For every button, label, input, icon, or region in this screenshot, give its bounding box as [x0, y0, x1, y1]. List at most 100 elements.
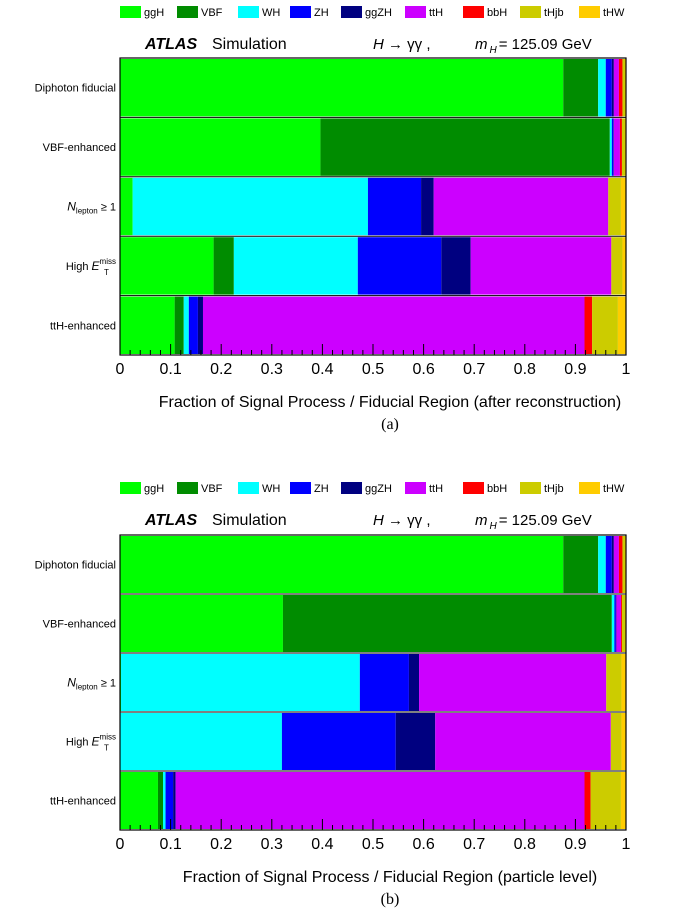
bar-row — [120, 118, 626, 176]
bar-segment-thw — [621, 654, 626, 711]
bar-segment-thjb — [590, 772, 621, 829]
legend-swatch-wh — [238, 482, 259, 494]
bar-segment-zh — [605, 59, 612, 117]
bar-segment-thjb — [608, 177, 621, 236]
bar-segment-ggh — [120, 118, 321, 176]
bar-segment-thjb — [622, 59, 625, 117]
bar-segment-wh — [183, 296, 189, 354]
legend: ggH VBF WH ZH ggZH ttH bbH tHjb tHW — [120, 482, 625, 495]
bar-segment-ggh — [120, 772, 158, 829]
x-tick-label: 1 — [622, 836, 631, 853]
bar-segment-wh — [598, 59, 606, 117]
legend-label-vbf: VBF — [201, 7, 223, 19]
legend-label-tth: ttH — [429, 483, 443, 495]
category-label: High Emiss T — [66, 257, 116, 277]
legend-label-bbh: bbH — [487, 483, 507, 495]
bar-segment-vbf — [563, 59, 599, 117]
atlas-label: ATLAS — [144, 512, 197, 529]
legend-label-wh: WH — [262, 483, 280, 495]
category-label: Diphoton fiducial — [35, 83, 116, 95]
bar-segment-ggzh — [173, 772, 176, 829]
legend-swatch-ggh — [120, 6, 141, 18]
x-tick-label: 0 — [116, 836, 125, 853]
legend-label-thjb: tHjb — [544, 483, 564, 495]
x-tick-label: 0.8 — [514, 361, 536, 378]
bar-segment-thw — [622, 237, 626, 295]
bar-segment-tth — [433, 177, 609, 236]
bar-row — [120, 595, 626, 652]
bar-segment-bbh — [619, 118, 622, 176]
bar-segment-vbf — [282, 595, 612, 652]
chart-panel-b: ggH VBF WH ZH ggZH ttH bbH tHjb tHW ATLAS Simulati… — [35, 482, 631, 908]
bar-segment-wh — [598, 536, 606, 593]
bar-segment-thw — [621, 713, 626, 770]
legend-swatch-thjb — [520, 6, 541, 18]
category-label: Nlepton ≥ 1 — [67, 200, 116, 216]
bar-segment-ggh — [120, 237, 214, 295]
bar-segment-vbf — [320, 118, 610, 176]
bar-row — [120, 237, 626, 295]
x-tick-label: 0.5 — [362, 361, 384, 378]
legend-swatch-bbh — [463, 6, 484, 18]
x-tick-label: 0.9 — [564, 361, 586, 378]
bar-segment-zh — [367, 177, 422, 236]
x-tick-label: 0.1 — [159, 836, 181, 853]
x-tick-label: 0.3 — [261, 836, 283, 853]
bar-segment-thjb — [611, 237, 623, 295]
legend-swatch-vbf — [177, 6, 198, 18]
header: ATLAS Simulation H → γγ , m H = 125.09 GeV — [144, 36, 592, 56]
bar-segment-thjb — [622, 536, 625, 593]
simulation-label: Simulation — [212, 36, 287, 53]
bar-segment-wh — [132, 177, 368, 236]
bar-segment-tth — [435, 713, 611, 770]
legend-swatch-vbf — [177, 482, 198, 494]
category-label: ttH-enhanced — [50, 320, 116, 332]
bar-segment-zh — [281, 713, 396, 770]
bar-segment-zh — [188, 296, 198, 354]
bar-segment-bbh — [618, 59, 623, 117]
bar-segment-zh — [614, 595, 616, 652]
bar-segment-tth — [613, 536, 619, 593]
bar-segment-vbf — [563, 536, 599, 593]
bar-segment-ggh — [120, 59, 564, 117]
legend-label-ggzh: ggZH — [365, 7, 392, 19]
category-label: VBF-enhanced — [43, 142, 116, 154]
mass-label: m H = 125.09 GeV — [475, 512, 592, 532]
category-label: Nlepton ≥ 1 — [67, 676, 116, 692]
bar-segment-vbf — [213, 237, 234, 295]
bar-segment-zh — [359, 654, 409, 711]
legend-swatch-ggzh — [341, 482, 362, 494]
bar-segment-ggzh — [611, 536, 614, 593]
legend-label-ggzh: ggZH — [365, 483, 392, 495]
bar-segment-thjb — [606, 654, 622, 711]
simulation-label: Simulation — [212, 512, 287, 529]
legend-swatch-ggh — [120, 482, 141, 494]
legend-swatch-zh — [290, 482, 311, 494]
bar-segment-wh — [611, 595, 615, 652]
x-axis-label: Fraction of Signal Process / Fiducial Re… — [183, 869, 597, 886]
bar-segment-thw — [620, 177, 626, 236]
x-tick-label: 0.7 — [463, 361, 485, 378]
legend-label-ggh: ggH — [144, 483, 164, 495]
legend-swatch-thw — [579, 6, 600, 18]
x-tick-label: 0.6 — [412, 361, 434, 378]
bar-segment-thw — [620, 772, 626, 829]
chart-panel-a: ggH VBF WH ZH ggZH ttH bbH tHjb tHW ATLAS Simulati… — [35, 6, 631, 433]
bar-segment-ggzh — [197, 296, 203, 354]
bar-segment-zh — [611, 118, 614, 176]
legend-swatch-tth — [405, 6, 426, 18]
legend-label-vbf: VBF — [201, 483, 223, 495]
bar-row — [120, 713, 626, 770]
header: ATLAS Simulation H → γγ , m H = 125.09 GeV — [144, 512, 592, 532]
legend-swatch-ggzh — [341, 6, 362, 18]
bar-segment-ggh — [120, 595, 283, 652]
category-label: ttH-enhanced — [50, 796, 116, 808]
x-tick-label: 0.1 — [159, 361, 181, 378]
x-tick-label: 0 — [116, 361, 125, 378]
category-label: VBF-enhanced — [43, 619, 116, 631]
bar-segment-thjb — [621, 118, 625, 176]
bar-segment-tth — [613, 59, 619, 117]
bar-segment-zh — [165, 772, 174, 829]
category-label: High Emiss T — [66, 733, 116, 753]
